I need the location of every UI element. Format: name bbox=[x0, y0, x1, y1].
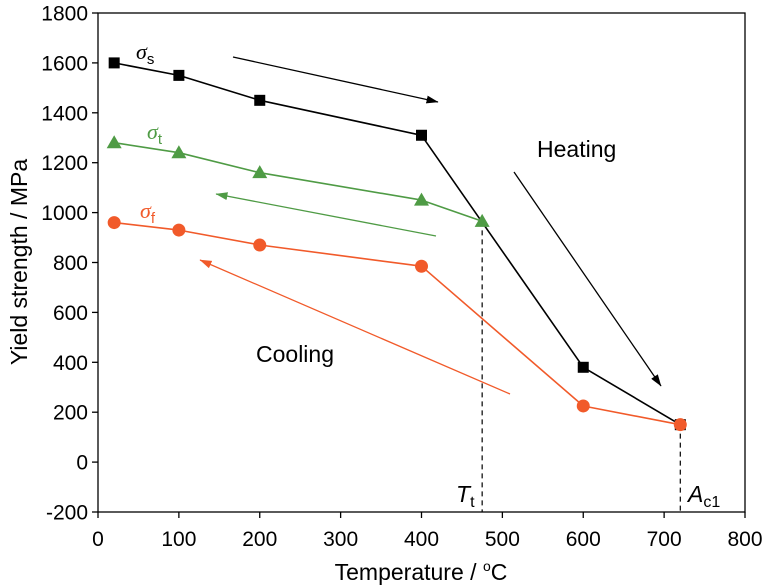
cooling-arrow-green bbox=[215, 192, 437, 237]
y-tick-label: 1200 bbox=[41, 152, 88, 175]
x-axis: 0 100 200 300 400 500 600 700 800 bbox=[92, 512, 763, 551]
x-tick-label: 300 bbox=[323, 528, 358, 551]
sigma-f-point-400 bbox=[415, 259, 428, 273]
sigma-f-point-600 bbox=[576, 399, 590, 413]
y-tick-label: 1400 bbox=[41, 102, 88, 125]
sigma-s-point-200 bbox=[254, 94, 266, 106]
series-label-sigma-t: σt bbox=[147, 119, 163, 148]
series-sigma-s bbox=[108, 57, 686, 431]
x-tick-label: 600 bbox=[566, 528, 601, 551]
label-subscript: t bbox=[470, 494, 475, 511]
heating-arrow-lower bbox=[513, 171, 662, 387]
sigma-s-point-100 bbox=[173, 69, 185, 81]
sigma-f-point-200 bbox=[253, 238, 267, 252]
heating-label: Heating bbox=[537, 136, 616, 162]
series-sigma-t bbox=[106, 135, 490, 227]
y-tick-label: 400 bbox=[53, 352, 88, 375]
x-axis-title-unit: C bbox=[491, 559, 508, 585]
y-tick-label: 800 bbox=[53, 252, 88, 275]
direction-arrows bbox=[199, 56, 662, 395]
sigma-s-line bbox=[113, 62, 682, 426]
plot-frame bbox=[97, 12, 746, 513]
sigma-f-line bbox=[113, 221, 682, 426]
x-tick-label: 700 bbox=[647, 528, 682, 551]
cooling-label: Cooling bbox=[256, 341, 334, 367]
y-tick-label: 600 bbox=[53, 302, 88, 325]
sigma-f-point-20 bbox=[107, 216, 121, 230]
label-subscript: s bbox=[147, 51, 155, 68]
series-label-sigma-s: σs bbox=[136, 39, 154, 68]
heating-arrow-upper bbox=[232, 56, 439, 104]
sigma-s-point-600 bbox=[577, 361, 589, 373]
x-axis-title-superscript: o bbox=[483, 558, 491, 574]
series-label-sigma-f: σf bbox=[140, 198, 156, 227]
x-axis-title-text: Temperature / bbox=[335, 559, 483, 585]
series-sigma-f bbox=[107, 216, 687, 432]
sigma-f-point-100 bbox=[172, 223, 186, 237]
x-tick-label: 200 bbox=[242, 528, 277, 551]
x-tick-label: 0 bbox=[92, 528, 104, 551]
label-symbol: σ bbox=[136, 39, 148, 64]
label-symbol: σ bbox=[140, 198, 152, 223]
sigma-f-point-720 bbox=[673, 418, 687, 432]
label-subscript: f bbox=[151, 210, 156, 227]
label-symbol: T bbox=[456, 481, 472, 507]
y-axis-title: Yield strength / MPa bbox=[6, 159, 32, 365]
sigma-t-point-475 bbox=[474, 213, 490, 227]
reference-lines bbox=[481, 221, 681, 512]
y-axis: -200 0 200 400 600 800 1000 1200 1400 1600 1800 bbox=[41, 3, 98, 525]
sigma-t-point-100 bbox=[171, 145, 187, 159]
x-tick-label: 400 bbox=[404, 528, 439, 551]
y-tick-label: 0 bbox=[76, 452, 88, 475]
sigma-t-point-20 bbox=[106, 135, 122, 149]
y-tick-label: 1800 bbox=[41, 3, 88, 26]
label-subscript: c1 bbox=[703, 494, 720, 511]
cooling-arrow-orange bbox=[199, 259, 511, 395]
y-tick-label: 1000 bbox=[41, 202, 88, 225]
label-subscript: t bbox=[158, 131, 163, 148]
sigma-t-point-200 bbox=[252, 165, 268, 179]
tt-label: Tt bbox=[456, 481, 475, 511]
label-symbol: A bbox=[686, 481, 703, 507]
y-tick-label: -200 bbox=[46, 502, 88, 525]
sigma-t-point-400 bbox=[414, 192, 429, 206]
label-symbol: σ bbox=[147, 119, 159, 144]
x-tick-label: 800 bbox=[727, 528, 762, 551]
sigma-s-point-400 bbox=[416, 129, 427, 141]
x-tick-label: 100 bbox=[161, 528, 196, 551]
series-layer bbox=[106, 57, 687, 432]
sigma-s-point-20 bbox=[108, 57, 120, 69]
y-tick-label: 200 bbox=[53, 402, 88, 425]
y-tick-label: 1600 bbox=[41, 52, 88, 75]
x-axis-title: Temperature / oC bbox=[335, 558, 508, 585]
x-tick-label: 500 bbox=[485, 528, 520, 551]
ac1-label: Ac1 bbox=[686, 481, 720, 511]
